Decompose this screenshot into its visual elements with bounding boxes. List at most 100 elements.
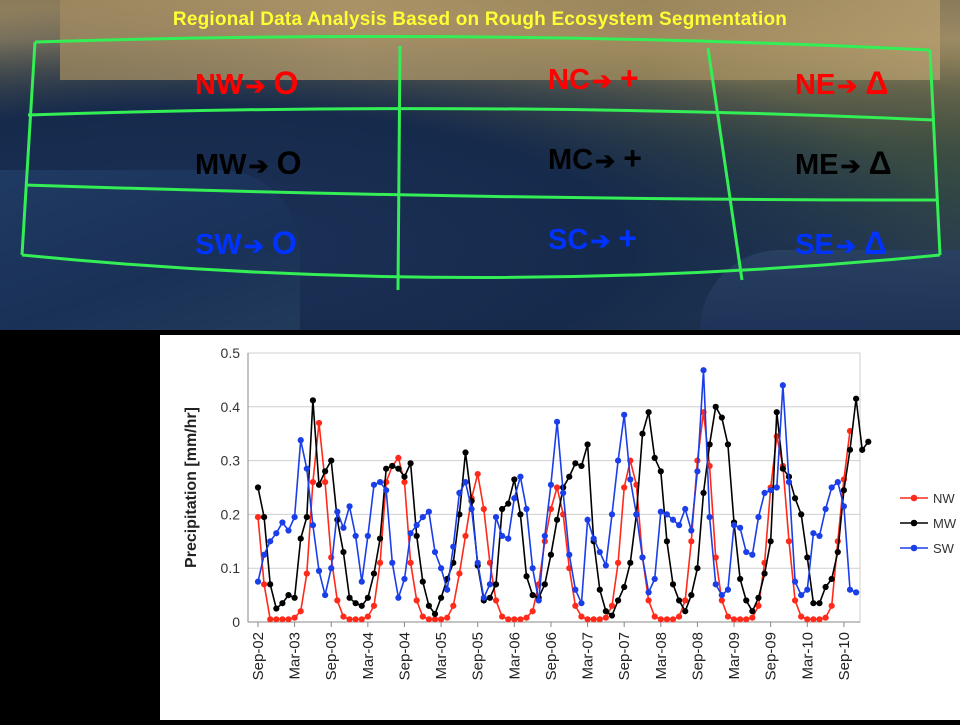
data-point	[614, 597, 622, 604]
data-point	[834, 548, 841, 556]
legend-entry-sw: SW	[900, 541, 955, 556]
data-point	[859, 446, 866, 453]
data-point	[529, 592, 536, 599]
data-point	[572, 602, 579, 609]
data-point	[828, 602, 835, 609]
y-tick-label: 0.3	[221, 453, 241, 469]
data-point	[352, 600, 359, 607]
region-label-sw: SW➔ O	[195, 225, 297, 262]
arrow-right-icon: ➔	[837, 73, 858, 100]
data-point	[639, 430, 646, 437]
data-point	[437, 594, 445, 601]
data-point	[688, 538, 695, 545]
legend-label: NW	[933, 491, 955, 506]
data-point	[614, 559, 622, 566]
data-point	[682, 597, 689, 604]
region-map: Regional Data Analysis Based on Rough Ec…	[0, 0, 960, 330]
data-point	[254, 578, 262, 585]
arrow-right-icon: ➔	[590, 228, 611, 255]
data-point	[505, 616, 512, 623]
arrow-right-icon: ➔	[245, 73, 266, 100]
data-point	[431, 616, 439, 623]
data-point	[346, 594, 353, 601]
data-point	[450, 543, 457, 550]
data-point	[535, 597, 542, 604]
data-point	[834, 538, 841, 545]
data-point	[669, 616, 677, 623]
data-point	[285, 527, 292, 534]
data-point	[303, 513, 310, 521]
y-tick-label: 0.2	[221, 506, 241, 522]
data-point	[743, 597, 750, 604]
data-point	[828, 575, 835, 583]
region-label-sc: SC➔ +	[548, 220, 637, 257]
data-point	[602, 608, 609, 615]
data-point	[724, 586, 732, 593]
region-symbol: Δ	[865, 65, 889, 101]
data-point	[413, 532, 420, 540]
legend-entry-mw: MW	[900, 516, 957, 531]
region-symbol: O	[273, 65, 299, 101]
data-point	[804, 616, 811, 623]
region-symbol: Δ	[863, 225, 887, 261]
data-point	[712, 581, 719, 588]
x-tick-label: Mar-07	[580, 632, 597, 680]
data-point	[657, 616, 664, 623]
data-point	[480, 594, 487, 601]
data-point	[297, 535, 304, 542]
data-point	[651, 454, 658, 462]
data-point	[663, 538, 671, 545]
data-point	[627, 476, 634, 483]
data-point	[688, 592, 695, 599]
legend-swatch-marker	[910, 519, 918, 527]
data-point	[328, 554, 335, 561]
data-point	[407, 460, 414, 467]
x-tick-label: Sep-06	[543, 632, 560, 680]
data-point	[547, 481, 555, 488]
data-point	[279, 600, 286, 607]
data-point	[486, 581, 494, 588]
data-point	[529, 565, 536, 572]
x-tick-label: Sep-07	[616, 632, 633, 680]
data-point	[651, 613, 658, 620]
data-point	[437, 616, 445, 623]
data-point	[645, 409, 652, 416]
data-point	[798, 592, 805, 599]
data-point	[431, 610, 439, 618]
data-point	[358, 616, 365, 623]
data-point	[737, 524, 744, 531]
data-point	[804, 586, 811, 593]
data-point	[621, 583, 628, 591]
data-point	[322, 592, 329, 599]
region-label-nc: NC➔ +	[548, 60, 639, 97]
data-point	[291, 594, 298, 601]
data-point	[584, 516, 591, 523]
region-symbol: +	[623, 140, 642, 176]
data-point	[578, 462, 585, 470]
data-point	[657, 468, 664, 475]
region-label-me: ME➔ Δ	[795, 145, 892, 182]
data-point	[541, 581, 548, 588]
data-point	[437, 565, 445, 572]
data-point	[352, 532, 359, 540]
data-point	[767, 487, 774, 494]
data-point	[700, 367, 707, 374]
data-point	[737, 616, 744, 623]
data-point	[322, 468, 329, 475]
arrow-right-icon: ➔	[248, 153, 269, 180]
data-point	[395, 594, 402, 601]
data-point	[578, 600, 585, 607]
y-tick-label: 0.1	[221, 560, 241, 576]
grid-line-3	[21, 253, 941, 279]
data-point	[822, 505, 829, 513]
data-point	[621, 411, 628, 418]
data-point	[853, 395, 860, 402]
data-point	[560, 489, 567, 496]
data-point	[291, 513, 298, 521]
data-point	[492, 581, 500, 588]
data-point	[315, 419, 323, 427]
data-point	[810, 530, 817, 537]
data-point	[663, 616, 671, 623]
data-point	[431, 548, 439, 556]
arrow-right-icon: ➔	[595, 148, 616, 175]
